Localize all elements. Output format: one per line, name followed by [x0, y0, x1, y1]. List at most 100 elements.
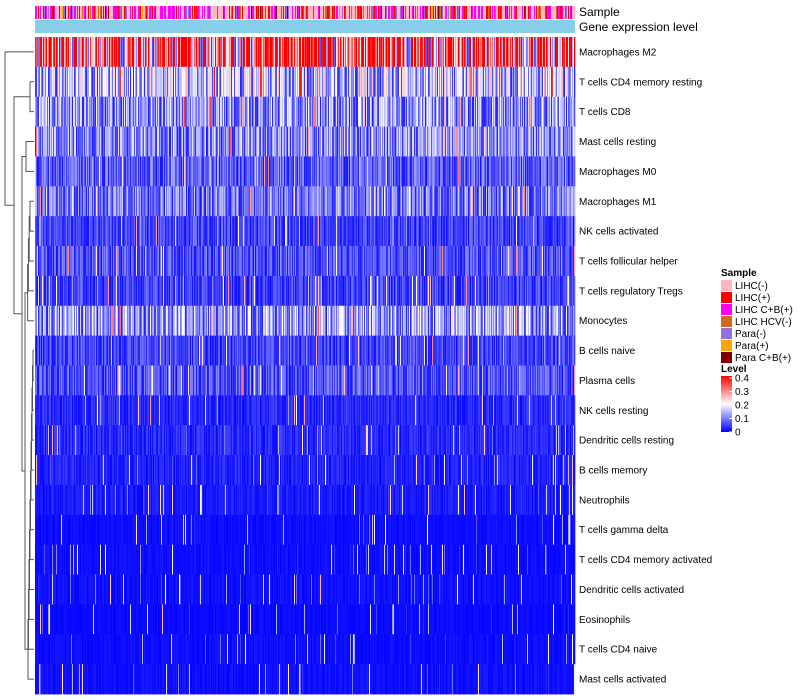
- sample-annotation-cell: [99, 6, 101, 19]
- heatmap-cell: [314, 37, 316, 68]
- heatmap-cell: [51, 37, 53, 68]
- heatmap-cell: [546, 66, 548, 98]
- heatmap-cell: [425, 37, 427, 68]
- heatmap-cell: [487, 156, 489, 187]
- heatmap-cell: [337, 66, 339, 98]
- heatmap-cell: [521, 126, 523, 157]
- heatmap-cell: [510, 96, 512, 127]
- heatmap-cell: [347, 66, 349, 98]
- heatmap-cell: [395, 66, 397, 98]
- heatmap-cell: [418, 156, 420, 187]
- heatmap-cell: [311, 37, 313, 68]
- heatmap-cell: [404, 156, 406, 187]
- heatmap-cell: [261, 96, 263, 127]
- heatmap-cell: [484, 66, 486, 98]
- heatmap-cell: [556, 37, 558, 68]
- heatmap-cell: [541, 96, 543, 127]
- heatmap-cell: [266, 126, 268, 157]
- heatmap-cell: [361, 96, 363, 127]
- heatmap-cell: [230, 156, 232, 187]
- heatmap-cell: [150, 126, 152, 157]
- heatmap-cell: [426, 126, 428, 157]
- heatmap-cell: [495, 66, 497, 98]
- heatmap-cell: [510, 66, 512, 98]
- heatmap-cell: [559, 96, 561, 127]
- heatmap-cell: [127, 66, 129, 98]
- heatmap-cell: [119, 96, 121, 127]
- heatmap-cell: [336, 96, 338, 127]
- heatmap-cell: [443, 126, 445, 157]
- heatmap-cell: [372, 37, 374, 68]
- heatmap-cell: [256, 156, 258, 187]
- heatmap-cell: [380, 66, 382, 98]
- heatmap-cell: [323, 156, 325, 187]
- heatmap-cell: [552, 96, 554, 127]
- heatmap-cell: [328, 126, 330, 157]
- heatmap-cell: [193, 37, 195, 68]
- sample-annotation-cell: [184, 6, 186, 19]
- heatmap-cell: [222, 126, 224, 157]
- heatmap-cell: [86, 66, 88, 98]
- heatmap-cell: [324, 156, 326, 187]
- heatmap-cell: [137, 37, 139, 68]
- heatmap-cell: [127, 156, 129, 187]
- heatmap-cell: [137, 156, 139, 187]
- heatmap-cell: [85, 156, 87, 187]
- sample-annotation-cell: [385, 6, 387, 19]
- heatmap-cell: [509, 126, 511, 157]
- heatmap-cell: [549, 96, 551, 127]
- heatmap-cell: [305, 96, 307, 127]
- sample-annotation-cell: [247, 6, 249, 19]
- heatmap-cell: [215, 156, 217, 187]
- heatmap-cell: [480, 156, 482, 187]
- heatmap-cell: [402, 66, 404, 98]
- heatmap-cell: [107, 156, 109, 187]
- heatmap-cell: [304, 156, 306, 187]
- heatmap-cell: [328, 156, 330, 187]
- heatmap-cell: [83, 96, 85, 127]
- sample-annotation-cell: [167, 6, 169, 19]
- heatmap-cell: [210, 66, 212, 98]
- heatmap-cell: [98, 156, 100, 187]
- heatmap-cell: [269, 37, 271, 68]
- heatmap-cell: [428, 37, 430, 68]
- heatmap-cell: [533, 96, 535, 127]
- heatmap-cell: [477, 66, 479, 98]
- heatmap-cell: [445, 66, 447, 98]
- heatmap-cell: [152, 96, 154, 127]
- heatmap-cell: [436, 156, 438, 187]
- sample-annotation-cell: [133, 6, 135, 19]
- heatmap-cell: [569, 96, 571, 127]
- sample-annotation-cell: [48, 6, 50, 19]
- heatmap-cell: [80, 126, 82, 157]
- sample-annotation-cell: [481, 6, 483, 19]
- heatmap-cell: [155, 156, 157, 187]
- heatmap-cell: [382, 156, 384, 187]
- heatmap-cell: [107, 96, 109, 127]
- sample-annotation-cell: [548, 6, 550, 19]
- heatmap-cell: [532, 96, 534, 127]
- heatmap-cell: [504, 96, 506, 127]
- heatmap-cell: [209, 37, 211, 68]
- heatmap-cell: [273, 156, 275, 187]
- heatmap-cell: [519, 66, 521, 98]
- sample-annotation-cell: [257, 6, 259, 19]
- heatmap-cell: [98, 126, 100, 157]
- heatmap-cell: [161, 156, 163, 187]
- heatmap-cell: [199, 126, 201, 157]
- heatmap-cell: [492, 96, 494, 127]
- heatmap-cell: [172, 156, 174, 187]
- heatmap-cell: [192, 126, 194, 157]
- heatmap-cell: [434, 156, 436, 187]
- heatmap-cell: [240, 126, 242, 157]
- sample-annotation-cell: [59, 6, 61, 19]
- heatmap-cell: [248, 156, 250, 187]
- sample-annotation-cell: [377, 6, 379, 19]
- sample-annotation-cell: [335, 6, 337, 19]
- heatmap-cell: [294, 37, 296, 68]
- heatmap-cell: [256, 37, 258, 68]
- heatmap-cell: [529, 37, 531, 68]
- heatmap-cell: [530, 96, 532, 127]
- heatmap-cell: [538, 126, 540, 157]
- sample-annotation-cell: [125, 6, 127, 19]
